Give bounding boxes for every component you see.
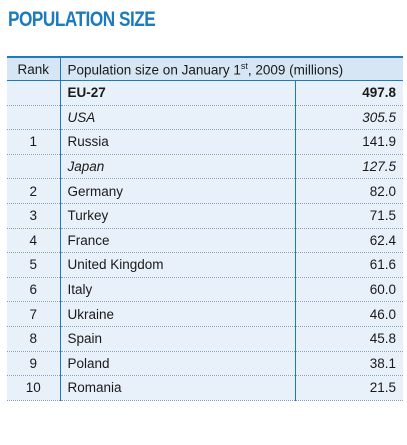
table-row: 7 Ukraine 46.0 bbox=[7, 301, 403, 327]
country-cell: Poland bbox=[60, 351, 295, 377]
country-cell: Italy bbox=[60, 277, 295, 303]
country-cell: USA bbox=[60, 105, 295, 131]
population-value-cell: 61.6 bbox=[294, 252, 403, 278]
table-row: EU-27 497.8 bbox=[7, 80, 403, 106]
country-cell: Germany bbox=[60, 178, 295, 204]
rank-cell: 8 bbox=[7, 326, 61, 352]
country-cell: Russia bbox=[60, 129, 295, 155]
table-row: 10 Romania 21.5 bbox=[7, 375, 403, 401]
table-row: 3 Turkey 71.5 bbox=[7, 203, 403, 229]
table-row: 8 Spain 45.8 bbox=[7, 326, 403, 352]
country-cell: Spain bbox=[60, 326, 295, 352]
table-row: USA 305.5 bbox=[7, 105, 403, 131]
country-cell: Japan bbox=[60, 154, 295, 180]
table-row: Japan 127.5 bbox=[7, 154, 403, 180]
rank-cell: 3 bbox=[7, 203, 61, 229]
rank-cell bbox=[7, 105, 61, 131]
rank-cell: 9 bbox=[7, 351, 61, 377]
country-cell: Romania bbox=[60, 375, 295, 401]
rank-cell: 10 bbox=[7, 375, 61, 401]
population-value-cell: 38.1 bbox=[294, 351, 403, 377]
population-value-cell: 127.5 bbox=[294, 154, 403, 180]
table-header-row: Rank Population size on January 1st, 200… bbox=[7, 56, 403, 81]
population-value-cell: 21.5 bbox=[294, 375, 403, 401]
population-value-cell: 45.8 bbox=[294, 326, 403, 352]
population-value-cell: 62.4 bbox=[294, 228, 403, 254]
rank-cell bbox=[7, 154, 61, 180]
population-value-cell: 60.0 bbox=[294, 277, 403, 303]
rank-cell: 6 bbox=[7, 277, 61, 303]
population-value-cell: 46.0 bbox=[294, 301, 403, 327]
population-table: Rank Population size on January 1st, 200… bbox=[7, 56, 403, 401]
table-row: 2 Germany 82.0 bbox=[7, 178, 403, 204]
rank-cell: 5 bbox=[7, 252, 61, 278]
rank-column-header: Rank bbox=[7, 56, 61, 81]
country-cell: EU-27 bbox=[60, 80, 295, 106]
population-header-prefix: Population size on January 1 bbox=[67, 62, 241, 78]
rank-cell: 2 bbox=[7, 178, 61, 204]
table-row: 5 United Kingdom 61.6 bbox=[7, 252, 403, 278]
table-row: 1 Russia 141.9 bbox=[7, 129, 403, 155]
population-header-suffix: , 2009 (millions) bbox=[247, 62, 344, 78]
population-value-cell: 82.0 bbox=[294, 178, 403, 204]
country-cell: Ukraine bbox=[60, 301, 295, 327]
population-column-header: Population size on January 1st, 2009 (mi… bbox=[60, 56, 403, 81]
country-cell: United Kingdom bbox=[60, 252, 295, 278]
table-row: 9 Poland 38.1 bbox=[7, 351, 403, 377]
population-value-cell: 71.5 bbox=[294, 203, 403, 229]
population-value-cell: 497.8 bbox=[294, 80, 403, 106]
country-cell: Turkey bbox=[60, 203, 295, 229]
table-row: 6 Italy 60.0 bbox=[7, 277, 403, 303]
rank-cell bbox=[7, 80, 61, 106]
rank-cell: 4 bbox=[7, 228, 61, 254]
population-value-cell: 141.9 bbox=[294, 129, 403, 155]
country-cell: France bbox=[60, 228, 295, 254]
population-header-superscript: st bbox=[240, 60, 248, 71]
page-title: POPULATION SIZE bbox=[8, 8, 156, 31]
rank-cell: 7 bbox=[7, 301, 61, 327]
population-value-cell: 305.5 bbox=[294, 105, 403, 131]
rank-cell: 1 bbox=[7, 129, 61, 155]
table-row: 4 France 62.4 bbox=[7, 228, 403, 254]
